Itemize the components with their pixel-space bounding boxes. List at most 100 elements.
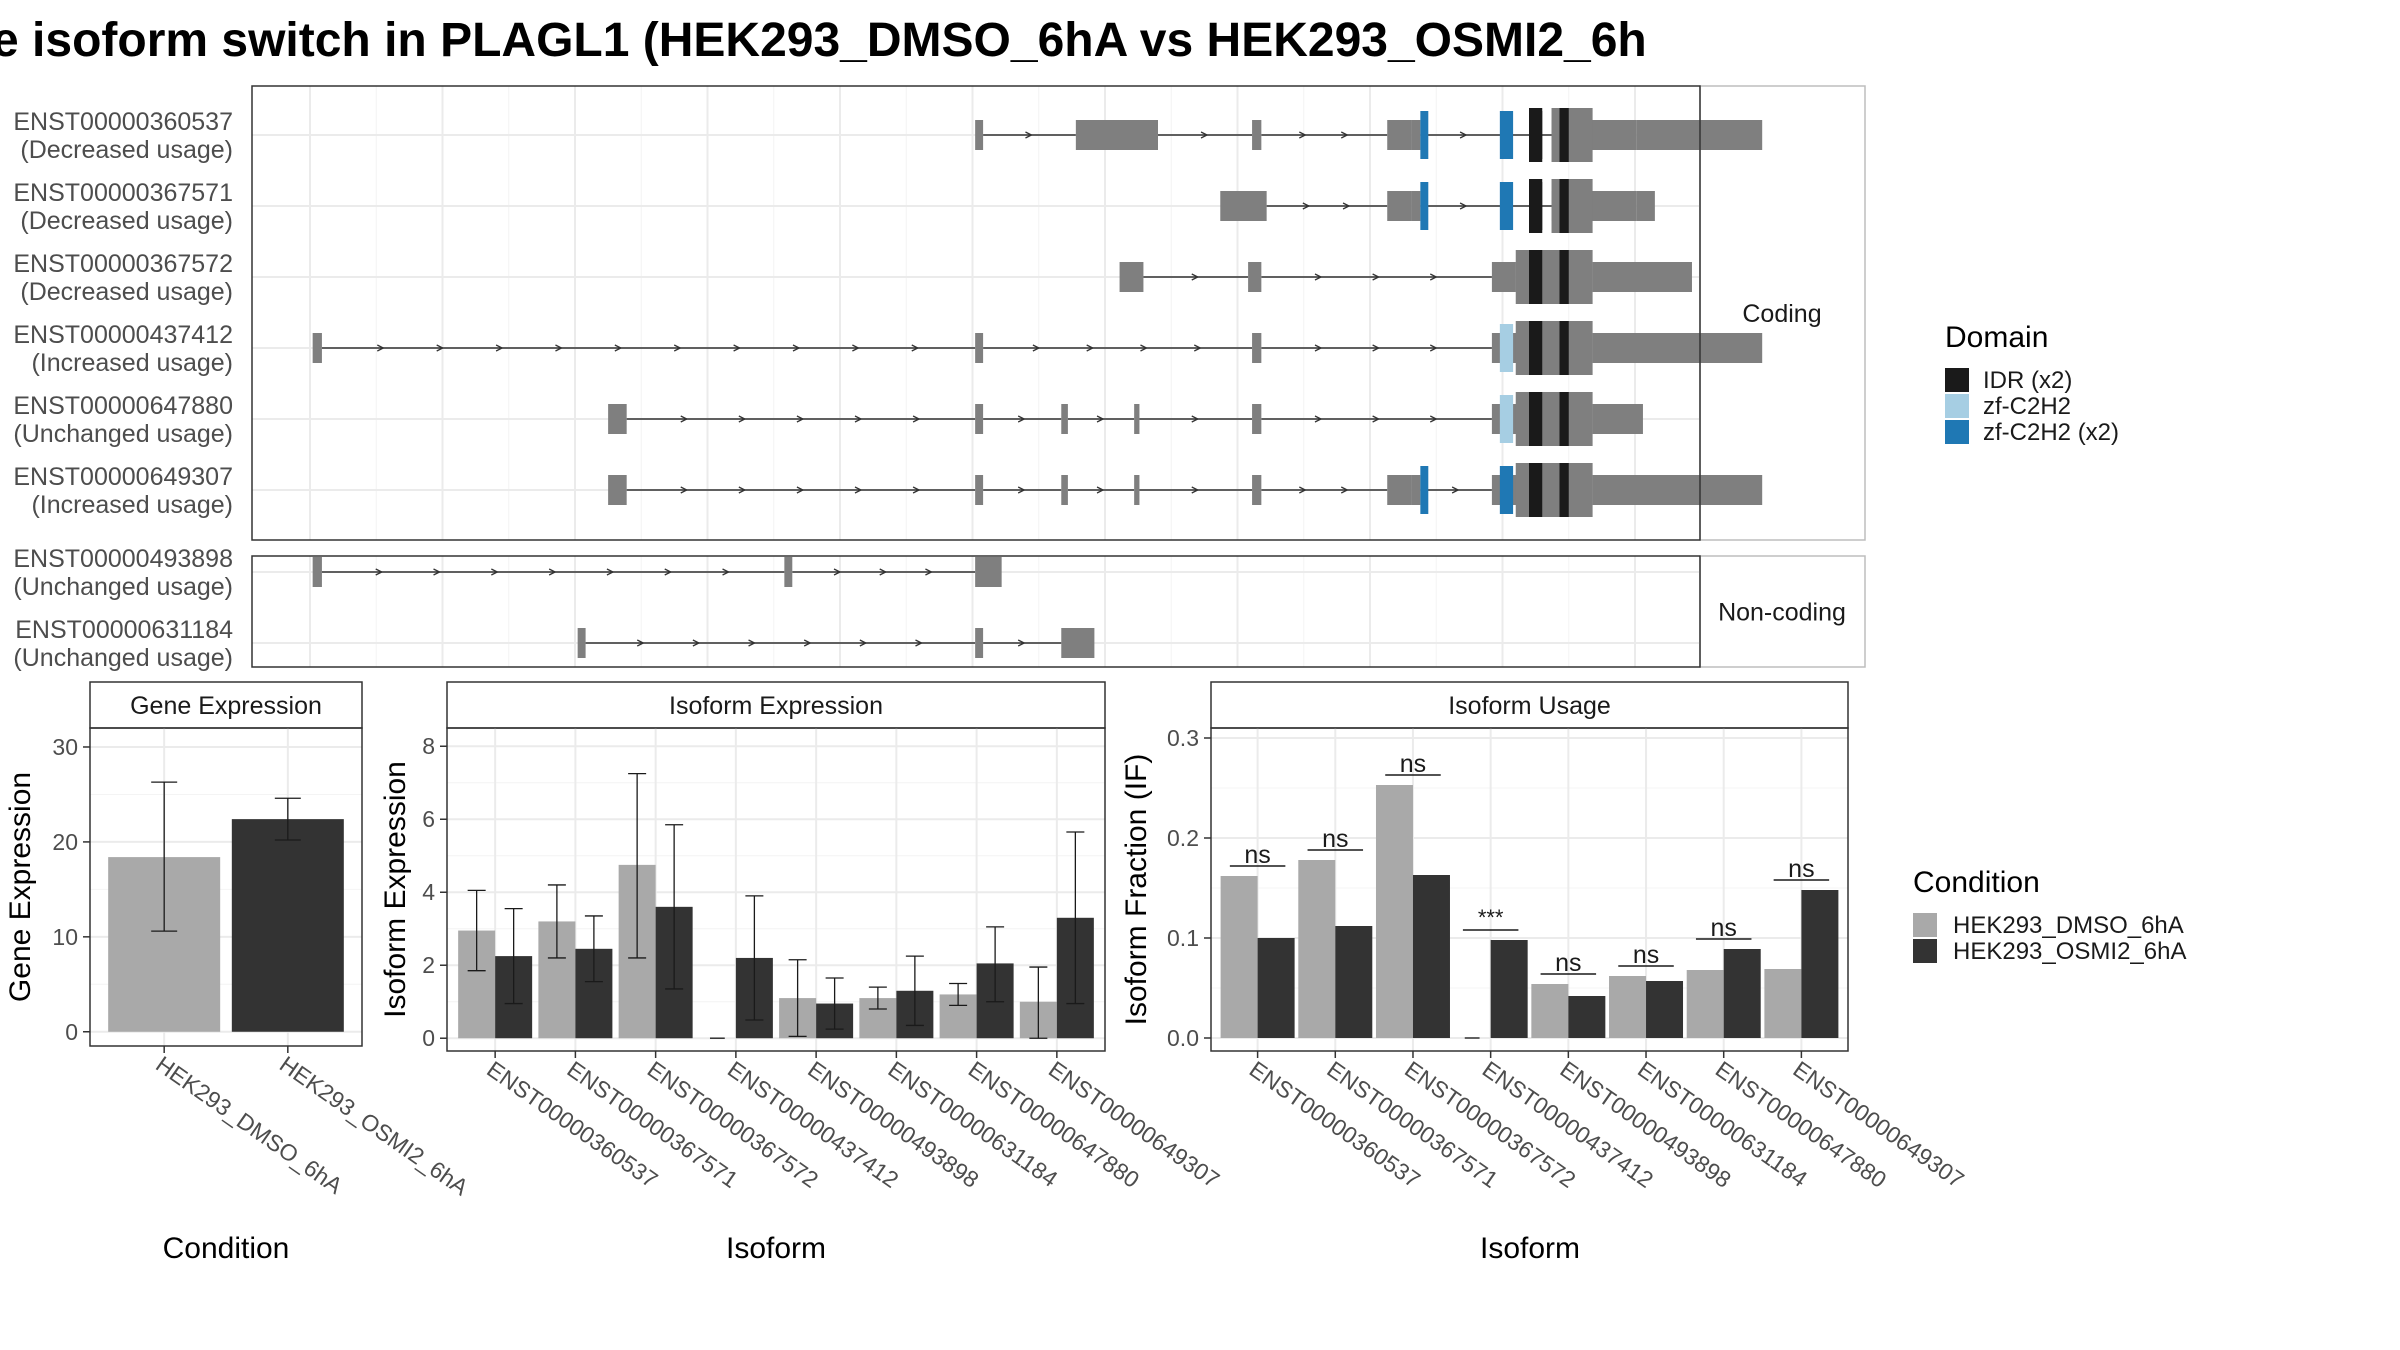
intron-arrow xyxy=(1340,486,1349,494)
condition-legend-key xyxy=(1913,939,1937,963)
domain-legend-title: Domain xyxy=(1945,321,2048,354)
intron-arrow xyxy=(1140,344,1148,352)
transcript-id-label: ENST00000649307 xyxy=(13,463,233,491)
intron-arrow xyxy=(1191,415,1200,423)
domain-idr xyxy=(1559,179,1569,233)
figure-title: e isoform switch in PLAGL1 (HEK293_DMSO_… xyxy=(0,14,1647,67)
domain-zf_double xyxy=(1499,111,1514,159)
intron-arrow xyxy=(912,415,921,423)
x-axis-title: Isoform xyxy=(1480,1232,1580,1265)
bar xyxy=(1609,976,1647,1038)
y-tick-label: 0 xyxy=(65,1019,78,1045)
exon xyxy=(1592,475,1763,505)
intron-arrow xyxy=(606,568,615,576)
intron-arrow xyxy=(1200,131,1209,139)
isoform-usage-panel: Isoform Usage ns ns ns *** ns ns ns ns 0.0 0.1 0.2 0… xyxy=(1120,681,1969,1265)
intron-arrow xyxy=(548,568,557,576)
y-tick-label: 4 xyxy=(422,879,435,905)
transcript-usage-label: (Unchanged usage) xyxy=(13,573,233,601)
y-tick-label: 0.2 xyxy=(1167,825,1199,851)
intron-arrow xyxy=(1191,273,1200,281)
significance-label: ns xyxy=(1244,841,1270,869)
exon xyxy=(1248,262,1262,292)
domain-zf_double xyxy=(1499,466,1514,514)
intron-arrow xyxy=(748,639,757,647)
intron-arrow xyxy=(1191,486,1200,494)
exon xyxy=(1411,120,1421,150)
panel-strip xyxy=(1210,681,1849,729)
transcript-usage-label: (Decreased usage) xyxy=(20,136,233,164)
intron-arrow xyxy=(1193,344,1202,352)
coding-panel-background xyxy=(252,86,1700,540)
significance-label: ns xyxy=(1400,750,1426,778)
y-tick-label: 6 xyxy=(422,806,435,832)
intron-arrow xyxy=(859,639,868,647)
y-tick-label: 0.1 xyxy=(1167,925,1199,951)
bar xyxy=(1257,938,1295,1038)
intron-arrow xyxy=(796,486,805,494)
intron-arrow xyxy=(722,568,731,576)
intron-arrow xyxy=(1302,202,1311,210)
domain-idr xyxy=(1559,250,1569,304)
intron-arrow xyxy=(377,344,385,352)
exon xyxy=(1075,120,1158,150)
bar xyxy=(1335,926,1373,1038)
y-tick-label: 30 xyxy=(52,734,78,760)
bar xyxy=(1490,940,1528,1038)
exon xyxy=(1252,333,1262,363)
intron-arrow xyxy=(1342,202,1351,210)
intron-arrow xyxy=(738,486,747,494)
intron-arrow xyxy=(680,415,689,423)
exon xyxy=(1252,404,1262,434)
intron-arrow xyxy=(436,344,445,352)
intron-arrow xyxy=(1032,344,1041,352)
domain-legend-key-idr xyxy=(1945,368,1969,392)
transcript-id-label: ENST00000367572 xyxy=(13,250,233,278)
intron-arrow xyxy=(1314,273,1323,281)
significance-label: ns xyxy=(1788,855,1814,883)
intron-arrow xyxy=(803,639,812,647)
panel-border xyxy=(89,727,363,1047)
bar xyxy=(1801,890,1839,1038)
panel-strip xyxy=(446,681,1106,729)
exon xyxy=(608,475,627,505)
intron-arrow xyxy=(636,639,645,647)
y-axis-title: Isoform Fraction (IF) xyxy=(1120,754,1153,1026)
y-tick-label: 8 xyxy=(422,733,435,759)
exon xyxy=(975,404,984,434)
exon xyxy=(1061,628,1095,658)
exon xyxy=(1134,475,1140,505)
y-tick-label: 10 xyxy=(52,924,78,950)
exon xyxy=(1636,191,1655,221)
intron-arrow xyxy=(1429,415,1438,423)
significance-label: *** xyxy=(1478,905,1504,930)
intron-arrow xyxy=(912,486,921,494)
transcript-id-label: ENST00000631184 xyxy=(15,616,233,644)
exon xyxy=(1061,475,1068,505)
intron-arrow xyxy=(792,344,801,352)
transcript-ENST00000493898: ENST00000493898(Unchanged usage) xyxy=(13,545,1700,601)
intron-arrow xyxy=(1299,486,1307,494)
y-tick-label: 0.0 xyxy=(1167,1025,1199,1051)
panel-border xyxy=(1210,727,1849,1052)
exon xyxy=(1411,475,1421,505)
intron-arrow xyxy=(1340,131,1349,139)
intron-arrow xyxy=(1017,486,1026,494)
y-tick-label: 0.3 xyxy=(1167,725,1199,751)
exon xyxy=(1134,404,1140,434)
y-axis-title: Isoform Expression xyxy=(379,761,412,1018)
exon xyxy=(312,333,322,363)
exon xyxy=(1387,120,1412,150)
transcript-usage-label: (Unchanged usage) xyxy=(13,420,233,448)
bar xyxy=(1220,876,1258,1038)
transcript-usage-label: (Increased usage) xyxy=(31,349,233,377)
transcript-structure-panel: CodingNon-codingENST00000360537(Decrease… xyxy=(13,85,1866,672)
exon xyxy=(975,120,984,150)
domain-idr xyxy=(1529,108,1543,162)
intron-arrow xyxy=(1314,344,1323,352)
significance-label: ns xyxy=(1555,949,1581,977)
exon xyxy=(312,557,322,587)
domain-idr xyxy=(1529,179,1543,233)
domain-idr xyxy=(1529,250,1543,304)
